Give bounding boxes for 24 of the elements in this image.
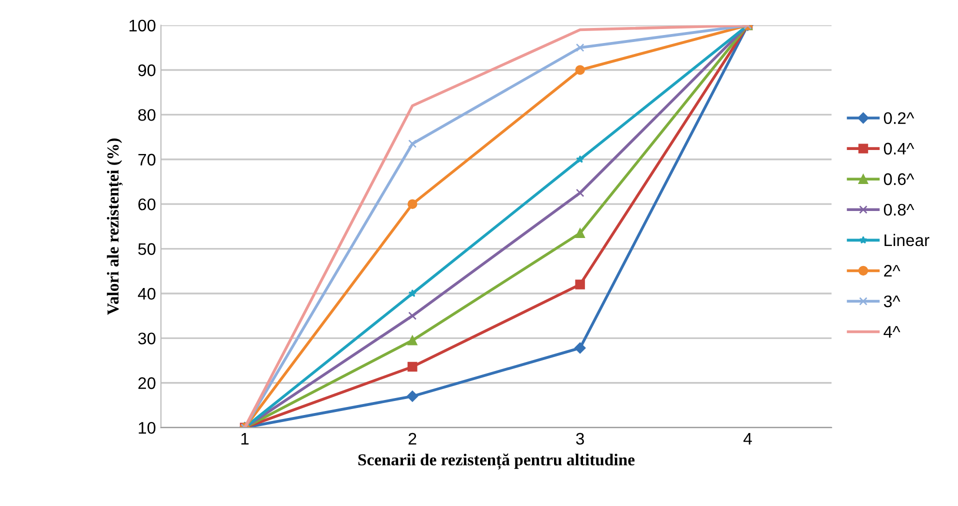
x-tick-label: 3 [576,432,584,445]
x-tick-label: 2 [408,432,416,445]
y-tick-label: 80 [138,109,156,121]
y-tick-label: 30 [138,332,156,344]
legend-label: 2^ [884,264,900,277]
x-tick-label: 4 [743,433,752,445]
x-axis-title: Scenarii de rezistență pentru altitudine [358,454,635,470]
y-tick-label: 40 [138,288,156,300]
legend-label: Linear [884,234,930,246]
legend-label: 4^ [884,326,900,338]
legend-label: 0.2^ [884,112,914,124]
y-tick-label: 100 [130,20,156,32]
legend-label: 0.6^ [884,173,914,186]
y-tick-label: 60 [138,198,156,210]
legend-label: 3^ [884,295,900,308]
legend-label: 0.8^ [884,204,914,216]
y-tick-label: 50 [138,243,156,255]
y-tick-label: 90 [138,64,156,76]
x-tick-label: 1 [241,433,249,445]
legend-label: 0.4^ [884,142,914,155]
y-tick-label: 20 [138,377,156,390]
y-tick-label: 10 [138,422,156,434]
y-axis-title: Valori ale rezistenței (%) [106,138,123,315]
y-tick-label: 70 [138,154,156,166]
